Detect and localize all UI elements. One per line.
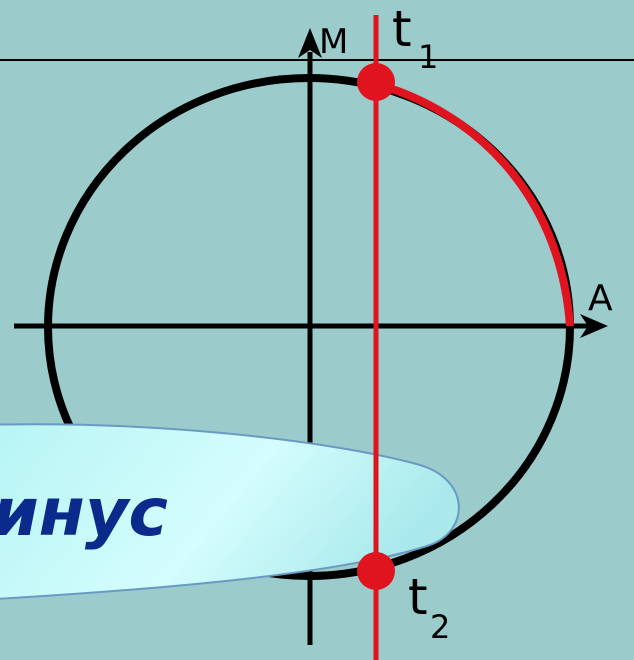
point-t2-subscript: 2 (430, 608, 450, 646)
banner-word: инус (0, 474, 168, 551)
m-axis-arrow-icon (298, 28, 322, 58)
banner-shape (0, 423, 460, 600)
banner: инус (0, 423, 460, 600)
point-t1-label: t (392, 0, 412, 58)
unit-circle (44, 74, 574, 580)
point-t2-label: t (408, 568, 428, 626)
a-axis-arrow-icon (580, 314, 608, 338)
point-t1 (357, 63, 395, 101)
point-t2 (357, 552, 395, 590)
highlighted-arc (374, 80, 574, 327)
a-axis-label: A (588, 278, 613, 319)
m-axis-label: M (319, 22, 348, 62)
point-t1-subscript: 1 (418, 38, 438, 76)
